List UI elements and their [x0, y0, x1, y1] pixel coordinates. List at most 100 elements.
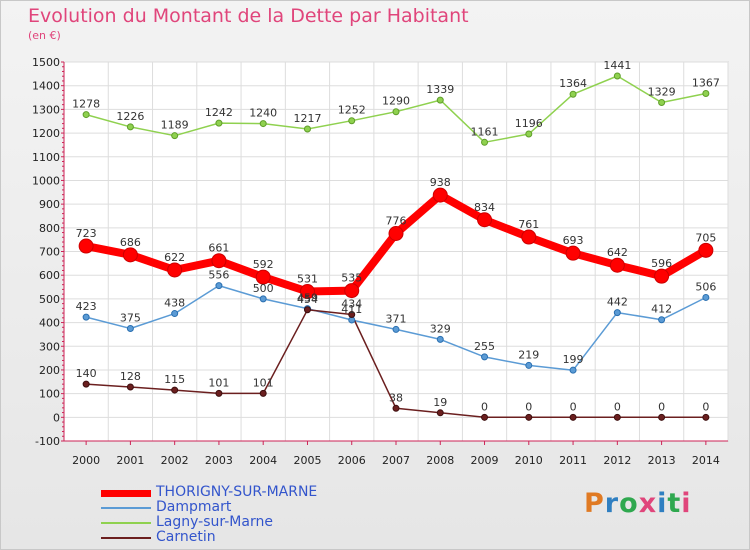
y-tick-label: 300: [39, 340, 60, 353]
point-thorigny: [654, 268, 670, 284]
x-tick-label: 2012: [603, 454, 631, 467]
data-label-thorigny: 693: [563, 234, 584, 247]
y-tick-label: 800: [39, 222, 60, 235]
logo-letter: o: [619, 488, 639, 519]
point-lagny: [392, 108, 400, 116]
x-tick-label: 2004: [249, 454, 277, 467]
data-label-dampmart: 506: [695, 280, 716, 293]
data-label-lagny: 1441: [603, 59, 631, 72]
y-tick-label: 1500: [32, 56, 60, 69]
point-dampmart: [171, 310, 179, 318]
point-thorigny: [211, 253, 227, 269]
data-label-dampmart: 556: [208, 269, 229, 282]
point-thorigny: [344, 283, 360, 299]
point-dampmart: [481, 353, 489, 361]
data-label-lagny: 1367: [692, 77, 720, 90]
data-label-thorigny: 776: [386, 214, 407, 227]
y-tick-label: 1200: [32, 127, 60, 140]
legend-swatch-lagny: [101, 522, 151, 524]
x-tick-label: 2000: [72, 454, 100, 467]
logo-letter: r: [604, 488, 620, 519]
data-label-carnetin: 19: [433, 396, 447, 409]
point-dampmart: [525, 361, 533, 369]
point-carnetin: [658, 413, 666, 421]
data-label-thorigny: 642: [607, 246, 628, 259]
point-dampmart: [82, 313, 90, 321]
y-tick-label: 200: [39, 364, 60, 377]
proxiti-logo: Proxiti: [584, 488, 692, 519]
data-label-carnetin: 0: [525, 400, 532, 413]
point-thorigny: [432, 187, 448, 203]
point-carnetin: [348, 311, 356, 319]
point-carnetin: [171, 386, 179, 394]
data-label-thorigny: 761: [518, 218, 539, 231]
point-thorigny: [78, 238, 94, 254]
point-lagny: [525, 130, 533, 138]
point-carnetin: [613, 413, 621, 421]
data-label-carnetin: 0: [481, 400, 488, 413]
legend-label-thorigny: THORIGNY-SUR-MARNE: [156, 484, 318, 500]
point-dampmart: [702, 293, 710, 301]
data-label-carnetin: 128: [120, 370, 141, 383]
data-label-dampmart: 329: [430, 322, 451, 335]
point-thorigny: [255, 269, 271, 285]
x-tick-label: 2013: [648, 454, 676, 467]
x-tick-label: 2011: [559, 454, 587, 467]
data-label-lagny: 1364: [559, 77, 587, 90]
point-carnetin: [481, 413, 489, 421]
point-thorigny: [299, 284, 315, 300]
point-carnetin: [702, 413, 710, 421]
data-label-lagny: 1161: [471, 125, 499, 138]
point-dampmart: [436, 335, 444, 343]
point-dampmart: [126, 324, 134, 332]
point-carnetin: [259, 389, 267, 397]
point-lagny: [569, 90, 577, 98]
y-tick-label: 700: [39, 246, 60, 259]
point-carnetin: [525, 413, 533, 421]
y-tick-label: 1100: [32, 151, 60, 164]
data-label-thorigny: 592: [253, 258, 274, 271]
data-label-dampmart: 371: [386, 312, 407, 325]
data-label-lagny: 1329: [648, 86, 676, 99]
point-thorigny: [122, 247, 138, 263]
data-label-carnetin: 0: [614, 400, 621, 413]
data-label-thorigny: 705: [695, 231, 716, 244]
point-lagny: [481, 138, 489, 146]
data-label-lagny: 1252: [338, 104, 366, 117]
data-label-thorigny: 686: [120, 236, 141, 249]
data-label-carnetin: 0: [702, 400, 709, 413]
point-lagny: [658, 99, 666, 107]
legend-label-dampmart: Dampmart: [156, 499, 232, 515]
point-lagny: [82, 111, 90, 119]
point-thorigny: [521, 229, 537, 245]
point-lagny: [171, 132, 179, 140]
logo-letter: i: [657, 488, 668, 519]
point-carnetin: [436, 409, 444, 417]
point-thorigny: [167, 262, 183, 278]
data-label-lagny: 1242: [205, 106, 233, 119]
y-tick-label: 500: [39, 293, 60, 306]
x-tick-label: 2010: [515, 454, 543, 467]
chart-unit: (en €): [28, 29, 61, 42]
data-label-lagny: 1189: [161, 119, 189, 132]
y-tick-label: 600: [39, 269, 60, 282]
data-label-lagny: 1339: [426, 83, 454, 96]
data-label-thorigny: 938: [430, 176, 451, 189]
data-label-dampmart: 412: [651, 303, 672, 316]
y-tick-label: 0: [53, 411, 60, 424]
x-tick-label: 2005: [293, 454, 321, 467]
point-dampmart: [613, 309, 621, 317]
point-thorigny: [388, 225, 404, 241]
legend-swatch-dampmart: [101, 507, 151, 509]
chart-title: Evolution du Montant de la Dette par Hab…: [28, 5, 469, 27]
data-label-thorigny: 596: [651, 257, 672, 270]
x-tick-label: 2009: [471, 454, 499, 467]
x-tick-label: 2014: [692, 454, 720, 467]
data-label-dampmart: 199: [563, 353, 584, 366]
point-thorigny: [477, 212, 493, 228]
logo-letter: P: [584, 488, 605, 519]
point-carnetin: [215, 389, 223, 397]
point-dampmart: [658, 316, 666, 324]
data-label-dampmart: 411: [341, 303, 362, 316]
